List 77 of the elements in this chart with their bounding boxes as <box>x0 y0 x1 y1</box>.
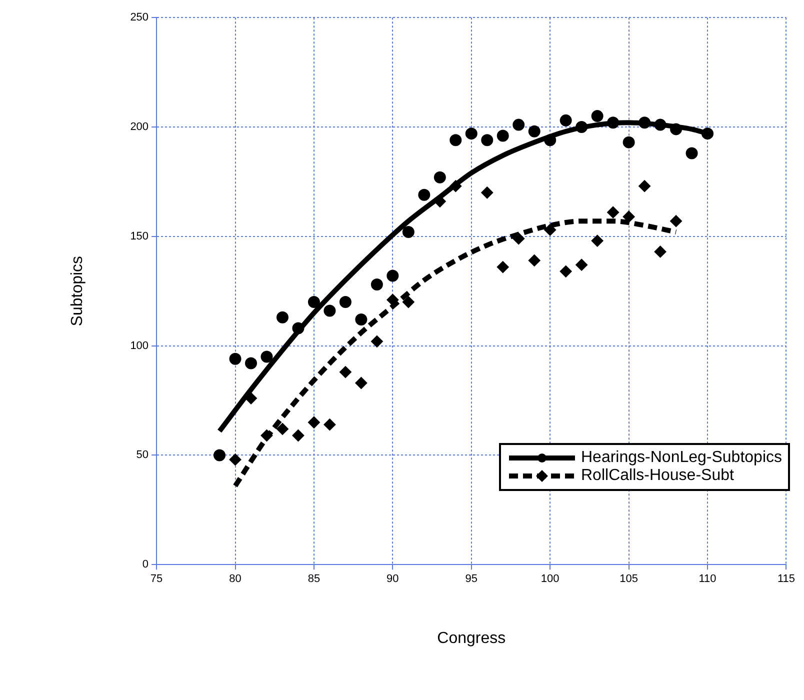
point <box>450 134 462 146</box>
point <box>576 121 588 133</box>
point <box>370 278 383 291</box>
point <box>260 350 273 363</box>
point <box>386 270 399 282</box>
point <box>418 188 430 201</box>
point <box>654 246 666 258</box>
point <box>544 134 556 146</box>
point <box>512 118 525 131</box>
point <box>260 430 273 442</box>
point <box>339 296 352 308</box>
point <box>292 430 304 442</box>
x-tick-label: 75 <box>150 573 163 586</box>
point <box>402 296 414 308</box>
point <box>434 171 446 184</box>
point <box>622 136 635 148</box>
point <box>276 422 288 435</box>
point <box>450 180 462 192</box>
point <box>622 210 635 223</box>
point <box>324 418 336 431</box>
point <box>670 123 682 136</box>
point <box>481 186 494 199</box>
x-tick-label: 105 <box>620 573 638 586</box>
point <box>308 416 320 428</box>
point <box>576 258 588 271</box>
point <box>638 180 651 192</box>
point <box>528 125 540 138</box>
point <box>591 234 604 247</box>
point <box>654 118 666 131</box>
x-tick-label: 80 <box>229 573 242 586</box>
x-tick-label: 100 <box>540 573 560 586</box>
y-tick-label: 150 <box>130 230 149 242</box>
point <box>229 352 242 365</box>
point <box>560 114 572 126</box>
point <box>496 261 509 274</box>
x-tick-label: 110 <box>698 573 716 586</box>
point <box>355 376 368 389</box>
point <box>702 128 714 140</box>
y-tick-label: 200 <box>130 121 149 134</box>
y-tick-label: 0 <box>142 558 149 571</box>
point <box>276 311 288 324</box>
x-tick-label: 95 <box>465 573 478 586</box>
point <box>528 254 540 266</box>
x-axis-title: Congress <box>437 630 506 647</box>
point <box>686 147 698 160</box>
point <box>481 134 494 146</box>
point <box>607 116 620 129</box>
point <box>560 265 572 278</box>
legend-label: Hearings-NonLeg-Subtopics <box>581 449 782 467</box>
x-tick-label: 115 <box>777 573 796 586</box>
point <box>229 454 242 466</box>
y-tick-label: 250 <box>130 12 149 24</box>
point <box>591 110 604 122</box>
x-tick-label: 90 <box>386 573 399 586</box>
point <box>402 226 414 238</box>
point <box>339 366 352 378</box>
y-tick-label: 100 <box>130 340 149 352</box>
point <box>386 294 399 306</box>
point <box>638 116 651 129</box>
point <box>370 335 383 348</box>
x-tick-label: 85 <box>308 573 320 586</box>
point <box>544 224 556 236</box>
point <box>292 322 304 334</box>
point <box>214 449 226 462</box>
point <box>670 215 682 228</box>
legend-label: RollCalls-House-Subt <box>581 467 734 485</box>
point <box>308 296 320 308</box>
y-axis-title: Subtopics <box>69 256 86 326</box>
point <box>324 304 336 317</box>
point <box>465 128 478 140</box>
point <box>245 357 258 370</box>
point <box>512 232 525 245</box>
y-tick-label: 50 <box>136 449 149 462</box>
point <box>496 130 509 142</box>
point <box>607 206 620 218</box>
point <box>245 392 258 404</box>
point <box>355 314 368 326</box>
